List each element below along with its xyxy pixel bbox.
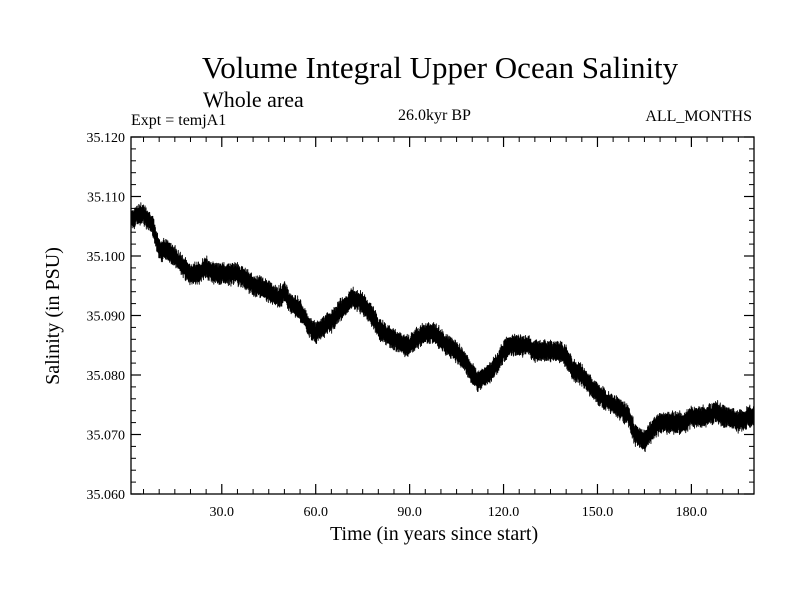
x-tick-label: 120.0 xyxy=(488,505,520,520)
months-label: ALL_MONTHS xyxy=(645,108,752,125)
experiment-label: Expt = temjA1 xyxy=(131,112,227,129)
x-axis-label: Time (in years since start) xyxy=(330,523,539,545)
x-tick-label: 60.0 xyxy=(303,505,328,520)
y-tick-label: 35.080 xyxy=(87,369,126,384)
y-tick-label: 35.060 xyxy=(87,488,126,503)
period-label: 26.0kyr BP xyxy=(398,107,471,124)
series-line-salinity xyxy=(130,202,755,452)
plot-frame xyxy=(130,136,755,495)
chart-subtitle: Whole area xyxy=(203,87,304,112)
x-tick-label: 150.0 xyxy=(582,505,614,520)
y-tick-label: 35.090 xyxy=(87,310,126,325)
y-tick-label: 35.100 xyxy=(87,250,126,265)
chart-title: Volume Integral Upper Ocean Salinity xyxy=(201,50,679,85)
x-tick-label: 90.0 xyxy=(397,505,422,520)
y-tick-label: 35.110 xyxy=(87,191,125,206)
x-tick-label: 180.0 xyxy=(676,505,708,520)
y-tick-label: 35.070 xyxy=(87,429,126,444)
y-tick-label: 35.120 xyxy=(87,131,126,146)
x-tick-label: 30.0 xyxy=(210,505,235,520)
